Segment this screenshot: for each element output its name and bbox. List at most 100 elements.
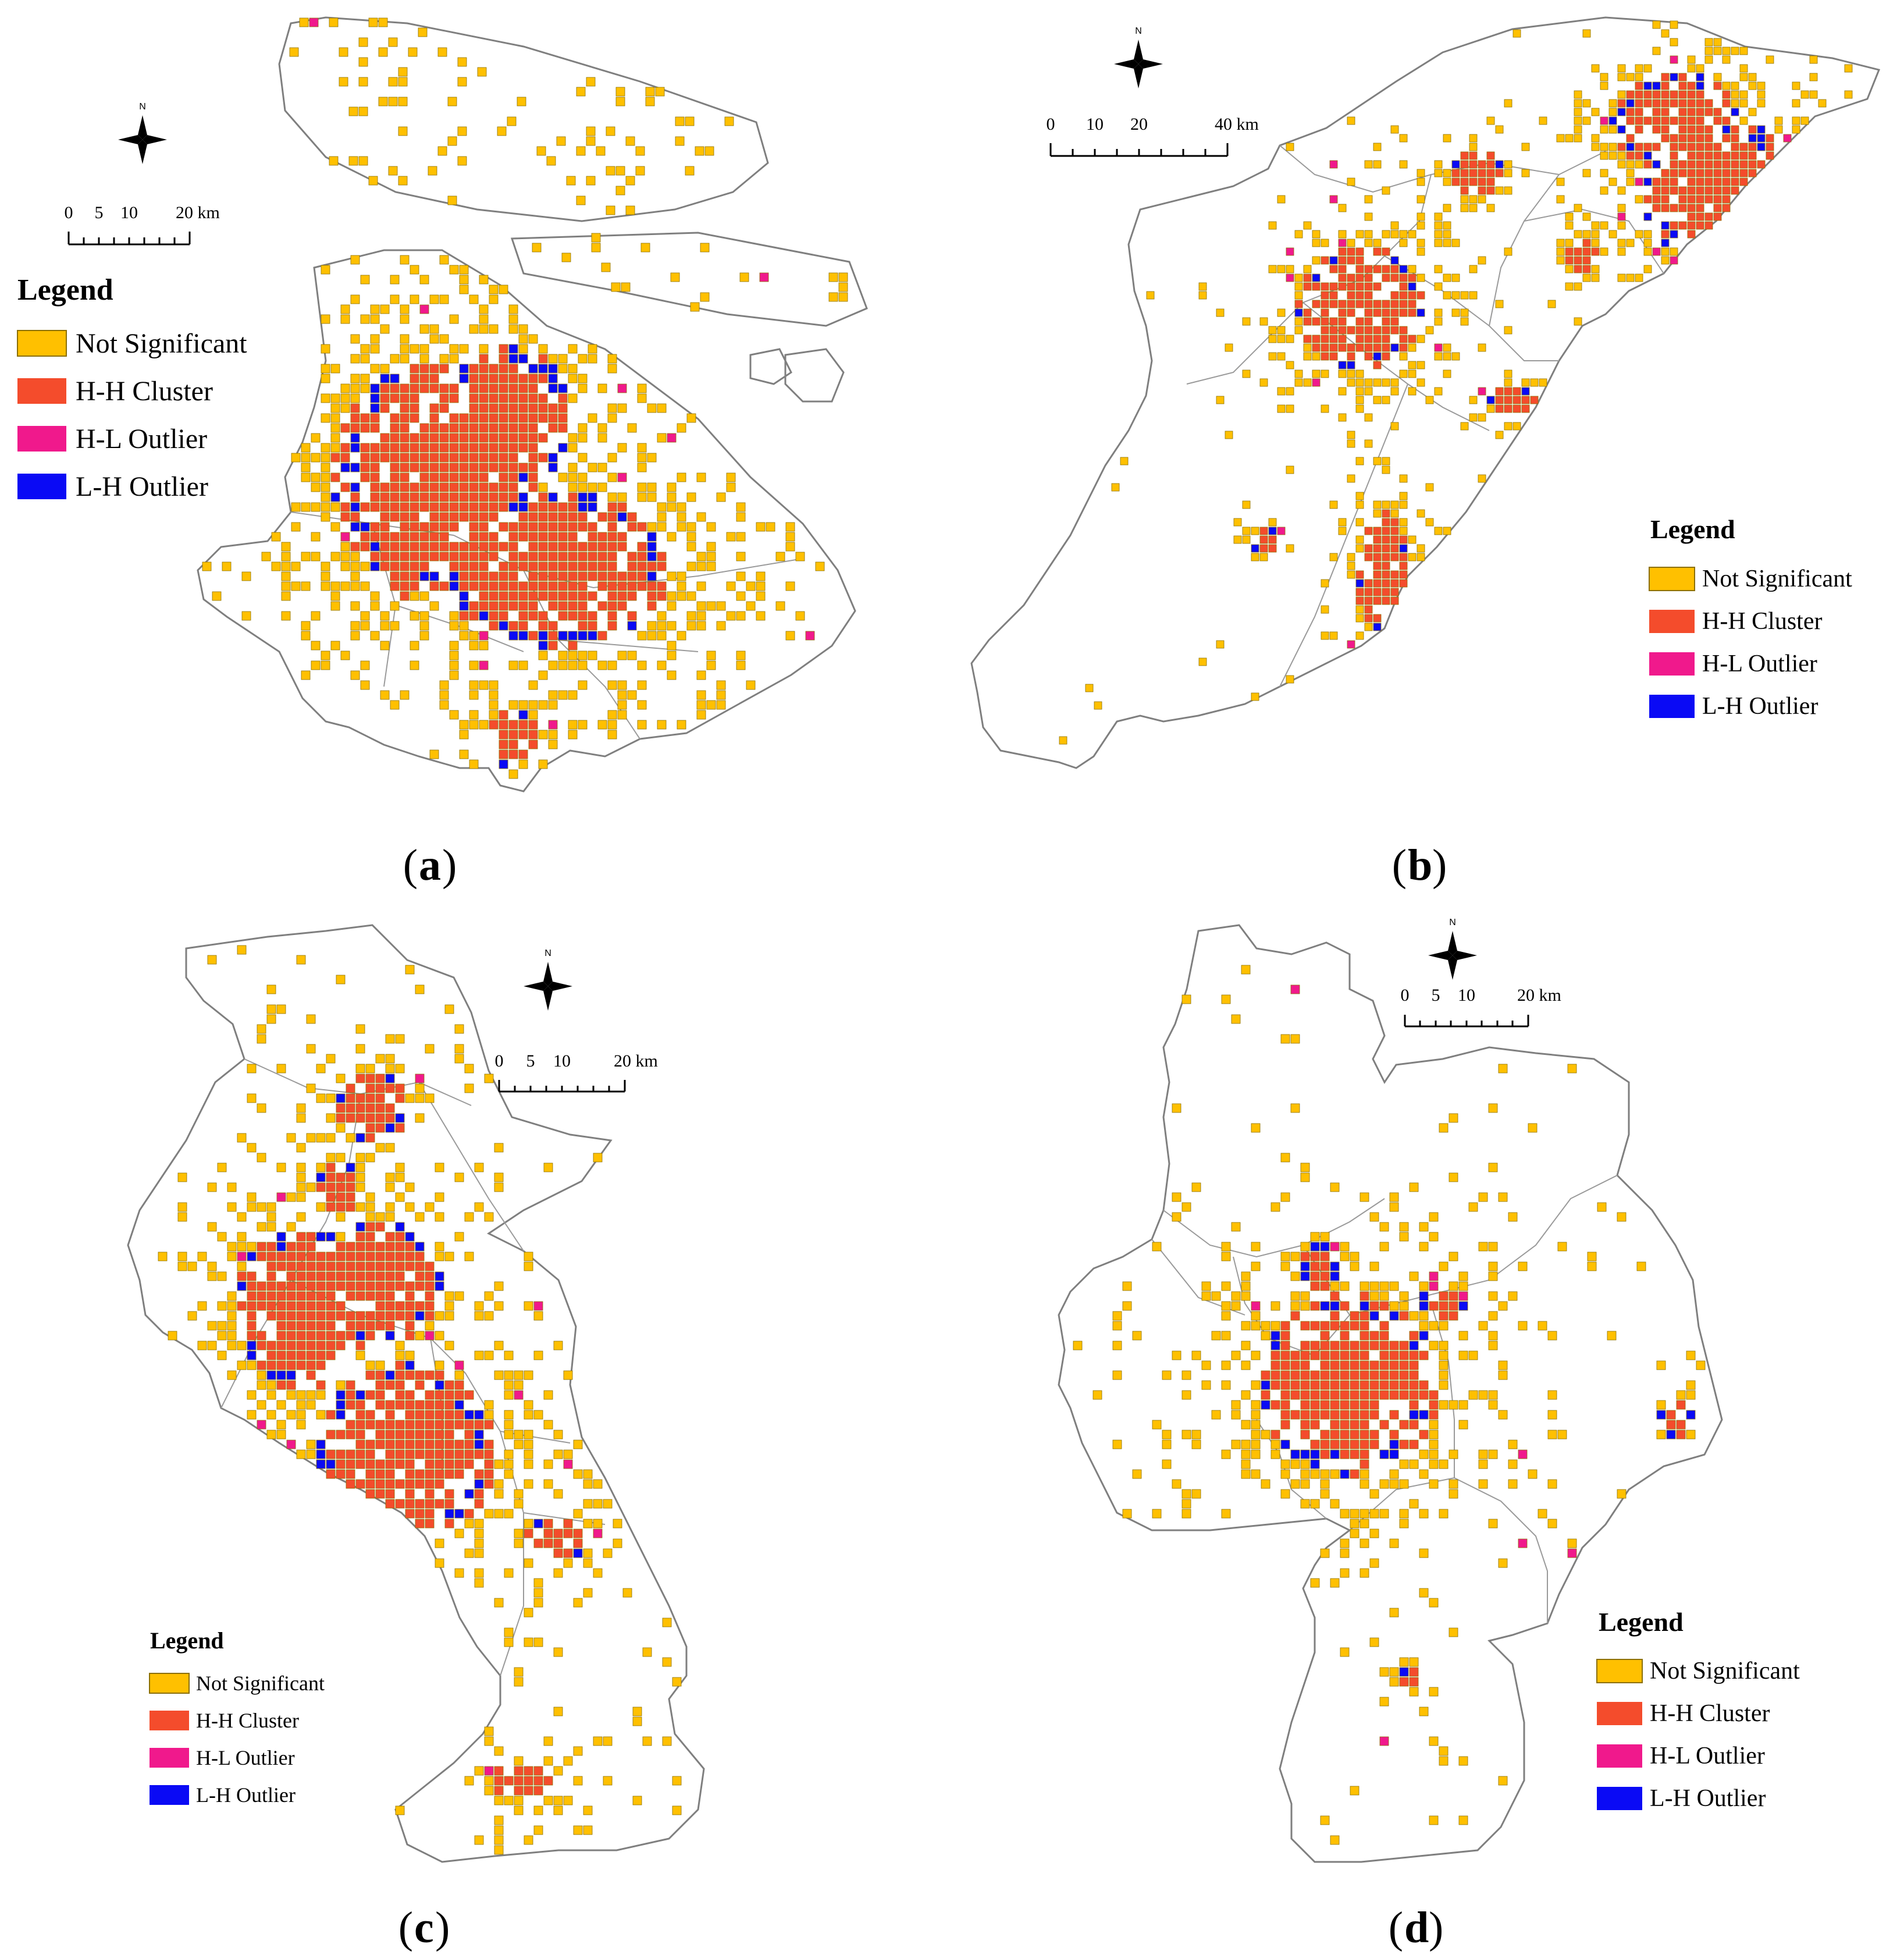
grid-cell (439, 542, 449, 552)
grid-cell (311, 472, 321, 482)
grid-cell (1478, 1390, 1488, 1400)
grid-cell (479, 660, 489, 670)
grid-cell (350, 463, 360, 472)
grid-cell (479, 304, 489, 314)
grid-cell (617, 601, 627, 611)
grid-cell (1582, 169, 1591, 177)
grid-cell (1329, 291, 1338, 300)
grid-cell (1369, 1212, 1379, 1222)
grid-cell (1687, 55, 1696, 64)
grid-cell (479, 364, 489, 374)
grid-cell (368, 176, 378, 186)
grid-cell (1112, 1321, 1122, 1331)
grid-cell (1469, 265, 1478, 273)
grid-cell (647, 591, 657, 601)
grid-cell (350, 443, 360, 453)
grid-cell (532, 243, 542, 253)
grid-cell (1390, 579, 1399, 588)
grid-cell (429, 532, 439, 542)
grid-cell (266, 1350, 276, 1360)
grid-cell (1221, 1281, 1231, 1291)
grid-cell (365, 1489, 375, 1499)
grid-cell (1268, 535, 1277, 544)
grid-cell (479, 641, 489, 651)
grid-cell (499, 492, 508, 502)
grid-cell (1419, 1380, 1429, 1390)
grid-cell (378, 97, 388, 106)
grid-cell (316, 1163, 326, 1172)
grid-cell (1748, 125, 1757, 134)
grid-cell (553, 1805, 563, 1815)
grid-cell (1686, 1350, 1696, 1360)
grid-cell (474, 1439, 484, 1449)
grid-cell (1389, 1341, 1399, 1350)
grid-cell (1468, 1350, 1478, 1360)
grid-cell (736, 502, 746, 512)
grid-cell (350, 601, 360, 611)
grid-cell (425, 1093, 435, 1103)
grid-cell (578, 453, 588, 463)
grid-cell (479, 581, 489, 591)
grid-cell (217, 1301, 227, 1311)
grid-cell (1635, 108, 1643, 116)
grid-cell (1300, 1341, 1310, 1350)
grid-cell (449, 641, 459, 651)
grid-cell (756, 581, 766, 591)
grid-cell (365, 1271, 375, 1281)
grid-cell (227, 1242, 237, 1252)
grid-cell (1259, 527, 1268, 535)
grid-cell (454, 1420, 464, 1430)
grid-cell (1241, 1439, 1251, 1449)
grid-cell (583, 1558, 593, 1568)
grid-cell (1300, 1370, 1310, 1380)
grid-cell (390, 393, 400, 403)
grid-cell (1731, 151, 1739, 160)
grid-cell (1498, 1370, 1508, 1380)
grid-cell (1417, 221, 1425, 230)
panel-b-caption-close: ) (1432, 841, 1447, 890)
grid-cell (568, 512, 578, 522)
grid-cell (321, 571, 330, 581)
grid-cell (291, 453, 301, 463)
grid-cell (454, 1024, 464, 1034)
grid-cell (419, 552, 429, 561)
grid-cell (326, 1449, 336, 1459)
grid-cell (1417, 291, 1425, 300)
grid-cell (627, 611, 637, 621)
grid-cell (1364, 308, 1373, 317)
grid-cell (1216, 308, 1225, 317)
grid-cell (759, 272, 769, 282)
grid-cell (1495, 125, 1504, 134)
grid-cell (1704, 99, 1713, 108)
grid-cell (1261, 1380, 1270, 1390)
grid-cell (1373, 570, 1382, 579)
grid-cell (746, 601, 756, 611)
grid-cell (518, 463, 528, 472)
grid-cell (286, 1350, 296, 1360)
grid-cell (828, 292, 838, 302)
grid-cell (1704, 169, 1713, 177)
grid-cell (1486, 177, 1495, 186)
grid-cell (1321, 239, 1329, 247)
grid-cell (1330, 1281, 1340, 1291)
grid-cell (330, 502, 340, 512)
grid-cell (1409, 1390, 1419, 1400)
grid-cell (517, 97, 526, 106)
grid-cell (1290, 1034, 1300, 1044)
grid-cell (346, 1261, 355, 1271)
grid-cell (1364, 387, 1373, 396)
grid-cell (459, 621, 469, 631)
grid-cell (607, 710, 617, 720)
grid-cell (257, 1153, 266, 1163)
grid-cell (429, 502, 439, 512)
grid-cell (578, 660, 588, 670)
grid-cell (1369, 1410, 1379, 1420)
grid-cell (548, 492, 558, 502)
grid-cell (365, 1370, 375, 1380)
grid-cell (410, 571, 419, 581)
grid-cell (276, 1420, 286, 1430)
grid-cell (499, 749, 508, 759)
panel-c-legend-swatch-hh-cluster (150, 1711, 189, 1730)
grid-cell (316, 1439, 326, 1449)
grid-cell (464, 1212, 474, 1222)
